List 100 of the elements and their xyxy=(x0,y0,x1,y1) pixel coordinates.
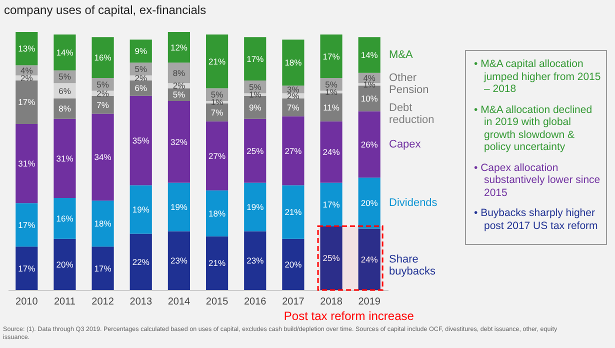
bar xyxy=(92,200,114,247)
data-label: 11% xyxy=(323,102,340,112)
x-tick-label: 2013 xyxy=(130,296,152,308)
data-label: 2% xyxy=(20,72,34,83)
bar xyxy=(54,118,76,198)
text: • M&A allocation declined in 2019 with global growth slowdown & policy uncertainty xyxy=(473,104,594,154)
data-label: 6% xyxy=(134,83,148,94)
x-tick-label: 2014 xyxy=(168,296,191,308)
data-label: 21% xyxy=(284,207,302,218)
bar xyxy=(244,37,266,81)
data-label: 16% xyxy=(94,52,112,63)
data-label: 31% xyxy=(56,153,74,164)
data-label: 24% xyxy=(322,147,340,158)
data-label: 16% xyxy=(56,213,74,224)
series-label: Capex xyxy=(389,138,422,150)
bar xyxy=(320,93,342,122)
data-label: 20% xyxy=(56,259,74,270)
data-label: 2% xyxy=(96,88,110,98)
bar xyxy=(244,231,266,290)
data-label: 20% xyxy=(284,259,302,270)
x-tick-label: 2011 xyxy=(54,296,76,308)
data-label: 27% xyxy=(284,146,302,156)
data-label: 5% xyxy=(172,90,186,100)
bar xyxy=(244,118,266,183)
data-label: 23% xyxy=(170,256,188,266)
bar xyxy=(92,246,114,290)
bar xyxy=(282,116,304,186)
data-label: 25% xyxy=(322,253,340,264)
data-label: 17% xyxy=(18,97,36,108)
bar xyxy=(320,121,342,183)
bar xyxy=(206,34,228,88)
data-label: 31% xyxy=(18,158,36,169)
bar xyxy=(130,40,152,63)
bar xyxy=(282,238,304,290)
data-label: 14% xyxy=(360,50,378,60)
series-label: Debt reduction xyxy=(389,102,434,126)
data-label: 7% xyxy=(287,102,300,112)
bar xyxy=(358,37,380,73)
bar xyxy=(168,100,190,183)
bar xyxy=(130,96,152,186)
data-label: 18% xyxy=(94,218,112,229)
data-label: 5% xyxy=(325,79,338,90)
data-label: 6% xyxy=(58,86,72,96)
bar xyxy=(54,34,76,70)
data-label: 9% xyxy=(134,46,148,56)
bar xyxy=(168,182,190,232)
bar xyxy=(130,185,152,234)
text: • Capex allocation substantively lower since 2015 xyxy=(473,162,602,199)
data-label: 18% xyxy=(208,208,226,218)
band-label: Post tax reform increase xyxy=(284,309,414,323)
data-label: 10% xyxy=(360,93,378,104)
data-label: 1% xyxy=(325,87,338,98)
data-label: 18% xyxy=(284,58,302,68)
data-label: 13% xyxy=(18,44,36,54)
data-label: 35% xyxy=(132,136,150,146)
series-label: Dividends xyxy=(389,197,438,210)
text: • Buybacks sharply higher post 2017 US tax reform xyxy=(473,207,599,232)
data-label: 20% xyxy=(360,198,378,208)
data-label: 21% xyxy=(208,56,226,66)
bar xyxy=(168,231,190,290)
data-label: 5% xyxy=(210,90,224,100)
data-label: 3% xyxy=(287,84,300,94)
bar xyxy=(320,34,342,78)
bar xyxy=(358,111,380,178)
bar xyxy=(206,121,228,190)
data-label: 17% xyxy=(18,220,36,230)
bar xyxy=(206,236,228,290)
bar xyxy=(16,80,38,124)
data-label: 19% xyxy=(132,204,150,215)
bar xyxy=(54,238,76,290)
bar xyxy=(54,198,76,239)
data-label: 19% xyxy=(170,202,188,212)
bar xyxy=(130,234,152,290)
bar xyxy=(282,185,304,239)
series-label: Pension xyxy=(389,84,429,96)
x-tick-label: 2018 xyxy=(320,296,343,308)
data-label: 8% xyxy=(58,104,72,114)
chart-title: company uses of capital, ex-financials xyxy=(4,3,206,17)
series-label: Share buybacks xyxy=(389,253,436,278)
bar xyxy=(92,37,114,78)
bar xyxy=(206,190,228,236)
data-label: 4% xyxy=(20,65,34,76)
data-label: 12% xyxy=(170,42,188,52)
bar xyxy=(16,246,38,290)
bar xyxy=(282,40,304,86)
x-tick-label: 2019 xyxy=(358,296,381,308)
bar xyxy=(54,98,76,119)
data-label: 25% xyxy=(246,146,264,156)
bar xyxy=(16,32,38,66)
data-label: 7% xyxy=(96,100,110,110)
data-label: 2% xyxy=(172,80,186,91)
data-label: 27% xyxy=(208,150,226,161)
data-label: 17% xyxy=(322,199,340,210)
x-tick-label: 2016 xyxy=(244,296,267,308)
data-label: 23% xyxy=(246,256,264,266)
data-label: 7% xyxy=(210,107,224,118)
x-tick-label: 2010 xyxy=(16,296,38,308)
data-label: 19% xyxy=(246,202,264,212)
data-label: 8% xyxy=(172,68,186,78)
data-label: 9% xyxy=(248,102,262,112)
